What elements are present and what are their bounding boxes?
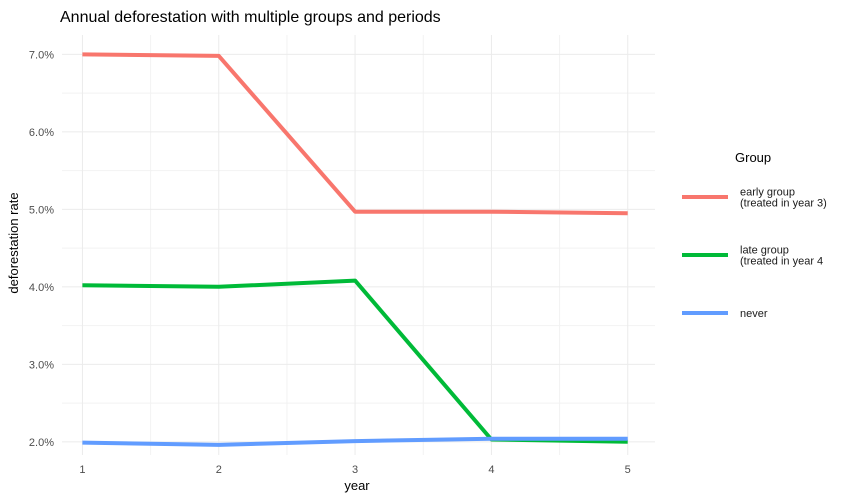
y-tick-label: 4.0% xyxy=(29,282,54,294)
series-lines xyxy=(82,52,628,447)
x-tick-label: 3 xyxy=(352,464,358,476)
series-line-0 xyxy=(82,52,628,216)
x-axis-title: year xyxy=(344,478,370,493)
grid-minor xyxy=(62,35,655,455)
x-tick-label: 4 xyxy=(488,464,494,476)
legend-label-0: early group xyxy=(740,187,795,199)
x-tick-label: 2 xyxy=(216,464,222,476)
y-tick-label: 2.0% xyxy=(29,437,54,449)
legend-label-0: (treated in year 3) xyxy=(740,198,827,210)
x-axis-ticks: 1 2 3 4 5 xyxy=(79,464,630,476)
legend-label-1: (treated in year 4 xyxy=(740,256,823,268)
y-axis-title: deforestation rate xyxy=(6,192,21,293)
x-tick-label: 1 xyxy=(79,464,85,476)
series-line-2 xyxy=(82,436,628,447)
y-tick-label: 5.0% xyxy=(29,204,54,216)
legend-items: early group(treated in year 3) late group… xyxy=(682,187,827,320)
plot-area xyxy=(62,35,655,455)
x-tick-label: 5 xyxy=(625,464,631,476)
legend-title: Group xyxy=(735,150,771,165)
y-tick-label: 6.0% xyxy=(29,127,54,139)
legend-label-2: never xyxy=(740,308,768,320)
y-axis-ticks: 2.0% 3.0% 4.0% 5.0% 6.0% 7.0% xyxy=(29,49,54,448)
legend-label-1: late group xyxy=(740,245,789,257)
chart-title: Annual deforestation with multiple group… xyxy=(60,9,441,26)
y-tick-label: 3.0% xyxy=(29,359,54,371)
y-tick-label: 7.0% xyxy=(29,49,54,61)
legend: Group early group(treated in year 3) late… xyxy=(682,150,827,320)
